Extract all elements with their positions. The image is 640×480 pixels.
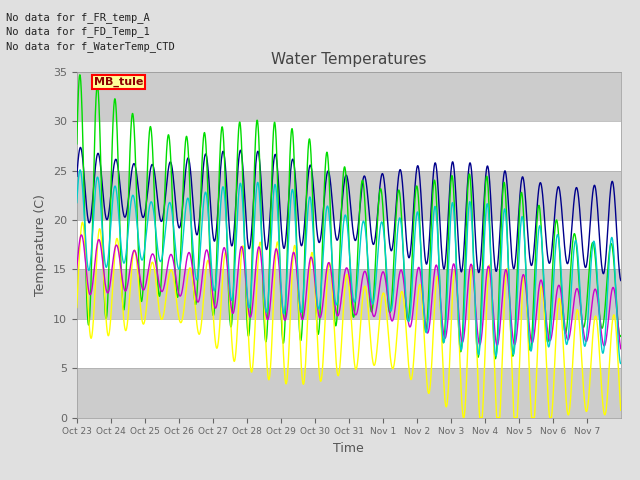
Title: Water Temperatures: Water Temperatures: [271, 52, 426, 67]
Text: MB_tule: MB_tule: [94, 77, 143, 87]
Bar: [77, 319, 621, 368]
Text: No data for f_WaterTemp_CTD: No data for f_WaterTemp_CTD: [6, 41, 175, 52]
Text: No data for f_FD_Temp_1: No data for f_FD_Temp_1: [6, 26, 150, 37]
Bar: [77, 121, 621, 171]
Bar: [77, 220, 621, 269]
X-axis label: Time: Time: [333, 442, 364, 455]
Text: No data for f_FR_temp_A: No data for f_FR_temp_A: [6, 12, 150, 23]
Y-axis label: Temperature (C): Temperature (C): [35, 194, 47, 296]
